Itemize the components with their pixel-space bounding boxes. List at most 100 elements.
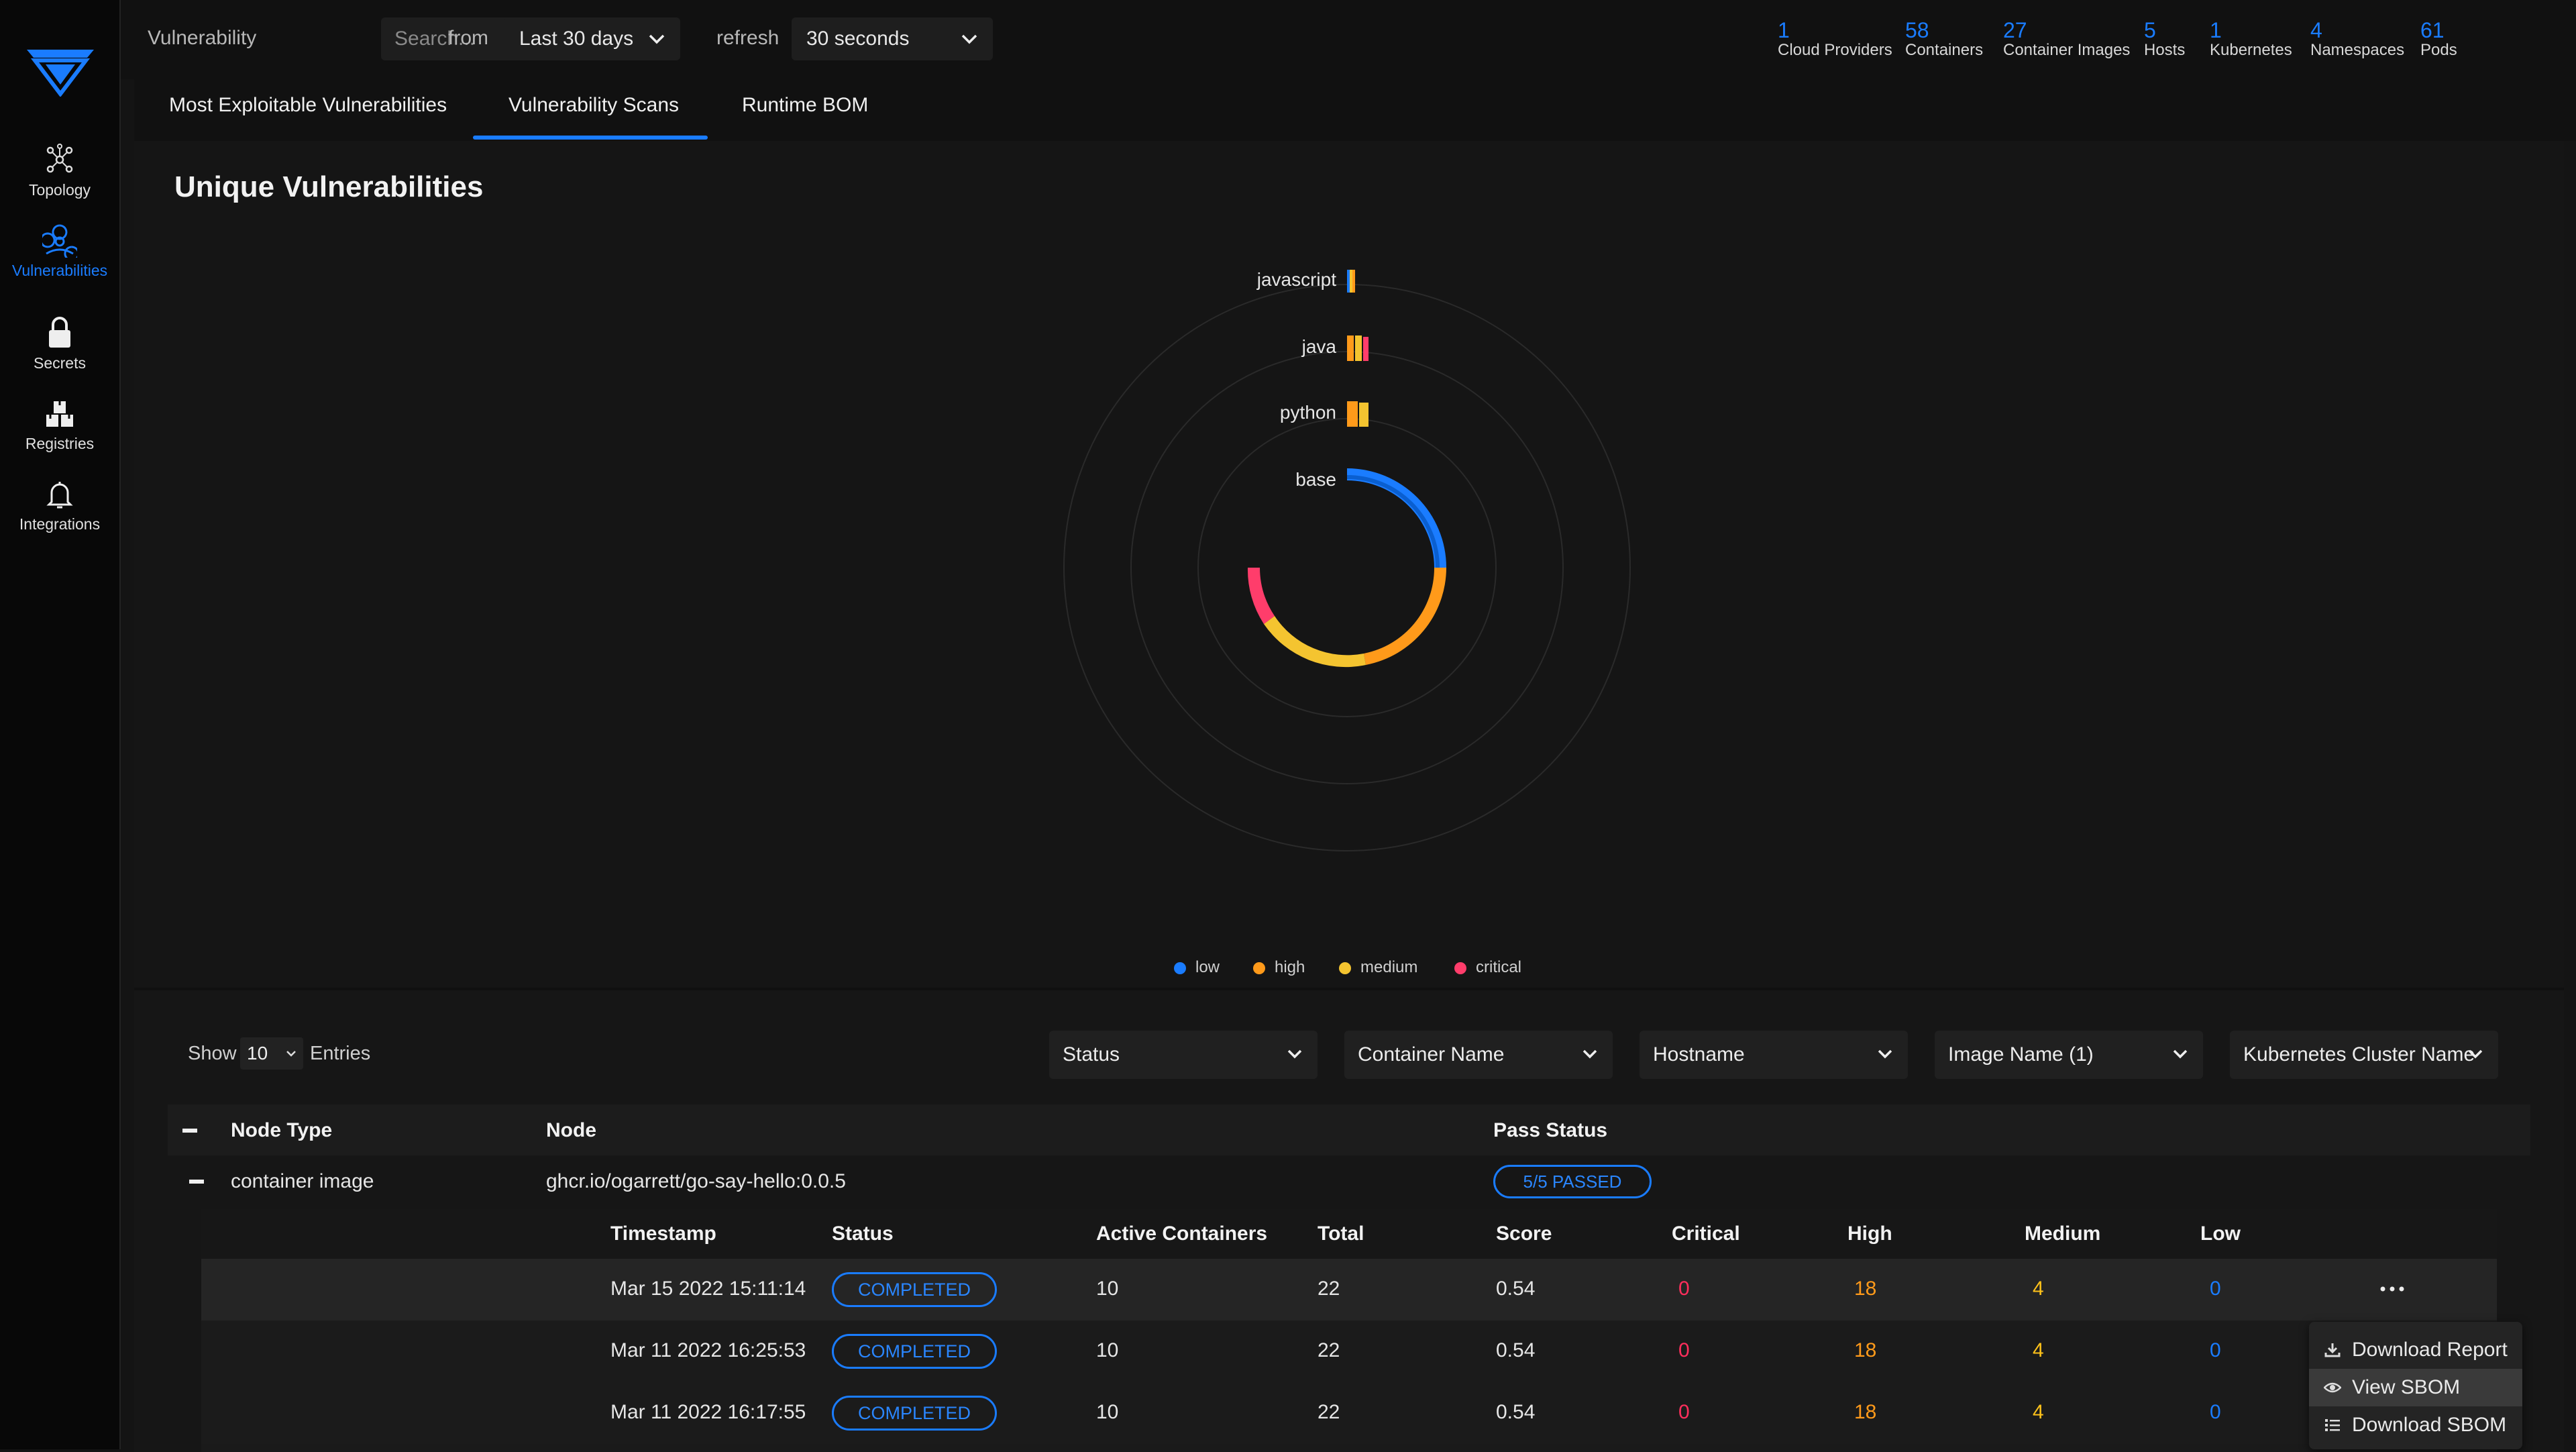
table-row[interactable]: container image ghcr.io/ogarrett/go-say-…	[168, 1155, 2530, 1209]
menu-item-download-report[interactable]: Download Report	[2309, 1331, 2522, 1369]
filter-kubernetes-cluster-name[interactable]: Kubernetes Cluster Name	[2230, 1031, 2498, 1079]
sidebar-item-vulnerabilities[interactable]: Vulnerabilities	[0, 223, 119, 280]
scan-history-subtable: Timestamp Status Active Containers Total…	[201, 1209, 2497, 1452]
segment-high[interactable]	[1364, 568, 1446, 665]
from-label: from	[448, 27, 488, 49]
legend-item-medium[interactable]: medium	[1339, 958, 1417, 977]
chevron-down-icon	[2468, 1049, 2483, 1059]
scan-row[interactable]: Mar 15 2022 15:11:14 COMPLETED 10 22 0.5…	[201, 1259, 2497, 1320]
ring-label-java: java	[1301, 336, 1337, 357]
unique-vulnerabilities-panel: Unique Vulnerabilities javascri	[134, 141, 2564, 988]
stat-pods[interactable]: 61 Pods	[2420, 19, 2457, 59]
menu-item-view-sbom[interactable]: View SBOM	[2309, 1369, 2522, 1406]
more-options-icon[interactable]	[2379, 1286, 2406, 1292]
column-header-node[interactable]: Node	[546, 1119, 596, 1141]
segment-medium[interactable]	[1355, 335, 1362, 361]
refresh-interval-value: 30 seconds	[806, 28, 910, 50]
sidebar-item-integrations[interactable]: Integrations	[0, 476, 119, 533]
segment-high[interactable]	[1347, 335, 1354, 361]
sidebar-item-registries[interactable]: Registries	[0, 396, 119, 453]
legend-item-high[interactable]: high	[1253, 958, 1305, 977]
segment-low[interactable]	[1347, 468, 1446, 568]
time-range-value: Last 30 days	[519, 28, 634, 50]
show-label: Show	[188, 1043, 237, 1064]
column-header-high[interactable]: High	[1847, 1223, 1892, 1245]
legend-item-low[interactable]: low	[1174, 958, 1220, 977]
chevron-down-icon	[649, 34, 665, 44]
tab-runtime-bom[interactable]: Runtime BOM	[742, 94, 869, 116]
column-header-medium[interactable]: Medium	[2025, 1223, 2101, 1245]
tab-vulnerability-scans[interactable]: Vulnerability Scans	[508, 94, 680, 116]
segment-high[interactable]	[1347, 401, 1358, 427]
biohazard-icon	[42, 224, 77, 258]
segment-medium[interactable]	[1264, 616, 1366, 668]
filter-container-name[interactable]: Container Name	[1344, 1031, 1613, 1079]
segment-medium[interactable]	[1359, 403, 1368, 427]
column-header-total[interactable]: Total	[1318, 1223, 1364, 1245]
cell-total: 22	[1318, 1278, 1340, 1300]
time-range-select[interactable]: Last 30 days	[504, 17, 680, 60]
column-header-score[interactable]: Score	[1496, 1223, 1552, 1245]
chevron-down-icon	[1287, 1049, 1302, 1059]
tab-bar: Most Exploitable Vulnerabilities Vulnera…	[134, 79, 2576, 141]
filter-label: Image Name (1)	[1948, 1043, 2094, 1066]
column-header-low[interactable]: Low	[2200, 1223, 2241, 1245]
sidebar-item-secrets[interactable]: Secrets	[0, 315, 119, 372]
segment-critical[interactable]	[1363, 337, 1368, 361]
legend-item-critical[interactable]: critical	[1454, 958, 1521, 977]
active-tab-indicator	[473, 136, 708, 140]
stat-hosts[interactable]: 5 Hosts	[2144, 19, 2185, 59]
cell-medium: 4	[2033, 1339, 2044, 1361]
segment-high[interactable]	[1352, 270, 1355, 293]
filter-image-name[interactable]: Image Name (1)	[1935, 1031, 2203, 1079]
stat-kubernetes[interactable]: 1 Kubernetes	[2210, 19, 2292, 59]
top-bar: Vulnerability Search... from Last 30 day…	[121, 0, 2576, 79]
segment-critical[interactable]	[1247, 568, 1275, 624]
stat-container-images[interactable]: 27 Container Images	[2003, 19, 2130, 59]
refresh-interval-select[interactable]: 30 seconds	[792, 17, 993, 60]
cell-medium: 4	[2033, 1278, 2044, 1300]
cell-active-containers: 10	[1096, 1339, 1119, 1361]
tab-most-exploitable[interactable]: Most Exploitable Vulnerabilities	[169, 94, 447, 116]
sidebar-item-label: Secrets	[34, 354, 86, 372]
column-header-critical[interactable]: Critical	[1672, 1223, 1740, 1245]
column-header-pass-status[interactable]: Pass Status	[1493, 1119, 1608, 1141]
stat-label: Pods	[2420, 41, 2457, 59]
cell-total: 22	[1318, 1401, 1340, 1423]
bell-icon	[46, 482, 73, 509]
cell-low: 0	[2210, 1401, 2221, 1423]
cell-active-containers: 10	[1096, 1401, 1119, 1423]
page-size-select[interactable]: 10	[240, 1037, 303, 1070]
menu-item-label: View SBOM	[2352, 1376, 2461, 1398]
collapse-all-icon[interactable]	[182, 1129, 197, 1133]
app-logo[interactable]	[25, 47, 95, 97]
ring-guides	[1063, 284, 1631, 851]
download-icon	[2324, 1343, 2341, 1357]
column-header-timestamp[interactable]: Timestamp	[610, 1223, 716, 1245]
chevron-down-icon	[1582, 1049, 1597, 1059]
registries-icon	[46, 401, 73, 427]
stat-cloud-providers[interactable]: 1 Cloud Providers	[1778, 19, 1892, 59]
segment-medium[interactable]	[1350, 270, 1352, 293]
chevron-down-icon	[2173, 1049, 2188, 1059]
scan-row[interactable]: Mar 11 2022 16:17:55 COMPLETED 10 22 0.5…	[201, 1382, 2497, 1444]
scan-row[interactable]: Mar 11 2022 16:25:53 COMPLETED 10 22 0.5…	[201, 1320, 2497, 1382]
column-header-status[interactable]: Status	[832, 1223, 894, 1245]
stat-namespaces[interactable]: 4 Namespaces	[2310, 19, 2404, 59]
cell-node: ghcr.io/ogarrett/go-say-hello:0.0.5	[546, 1170, 846, 1192]
ring-java	[1347, 335, 1368, 361]
filter-hostname[interactable]: Hostname	[1640, 1031, 1908, 1079]
column-header-active-containers[interactable]: Active Containers	[1096, 1223, 1268, 1245]
stat-containers[interactable]: 58 Containers	[1905, 19, 1983, 59]
stat-label: Containers	[1905, 41, 1984, 59]
segment-low[interactable]	[1347, 270, 1350, 293]
stat-value: 61	[2420, 18, 2445, 42]
stat-label: Namespaces	[2310, 41, 2405, 59]
legend-label: medium	[1360, 958, 1418, 976]
collapse-row-icon[interactable]	[189, 1180, 204, 1184]
column-header-node-type[interactable]: Node Type	[231, 1119, 333, 1141]
sidebar-item-topology[interactable]: Topology	[0, 142, 119, 199]
filter-status[interactable]: Status	[1049, 1031, 1318, 1079]
menu-item-download-sbom[interactable]: Download SBOM	[2309, 1406, 2522, 1444]
ring-guide-python	[1197, 418, 1497, 717]
